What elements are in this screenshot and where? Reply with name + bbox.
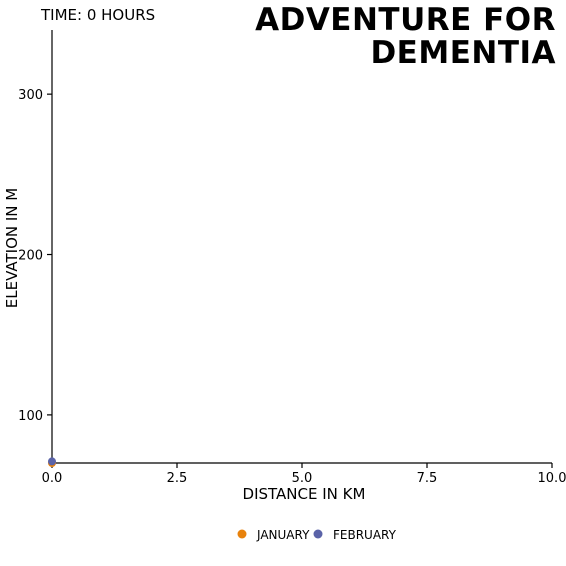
- y-tick-label: 100: [18, 409, 43, 424]
- data-points: [48, 457, 56, 467]
- chart-title-line-1: ADVENTURE FOR: [255, 2, 556, 38]
- x-tick-label: 5.0: [292, 471, 313, 486]
- x-axis-label: DISTANCE IN KM: [243, 485, 366, 503]
- x-tick-label: 2.5: [167, 471, 188, 486]
- x-tick-label: 10.0: [538, 471, 566, 486]
- x-tick-label: 7.5: [417, 471, 438, 486]
- y-tick-label: 200: [18, 249, 43, 264]
- legend-marker-january: [237, 529, 247, 539]
- legend-label-february: FEBRUARY: [333, 528, 397, 542]
- legend-label-january: JANUARY: [256, 528, 310, 542]
- data-point-february: [48, 457, 56, 466]
- legend: JANUARY FEBRUARY: [237, 528, 397, 542]
- ticks: 0.0 2.5 5.0 7.5 10.0 100 200 300: [18, 88, 566, 486]
- axes: [51, 30, 552, 464]
- chart-title-line-2: DEMENTIA: [370, 35, 556, 71]
- legend-marker-february: [313, 529, 323, 539]
- time-label: TIME: 0 HOURS: [40, 6, 155, 24]
- x-tick-label: 0.0: [42, 471, 63, 486]
- y-tick-label: 300: [18, 88, 43, 103]
- y-axis-label: ELEVATION IN M: [3, 188, 21, 308]
